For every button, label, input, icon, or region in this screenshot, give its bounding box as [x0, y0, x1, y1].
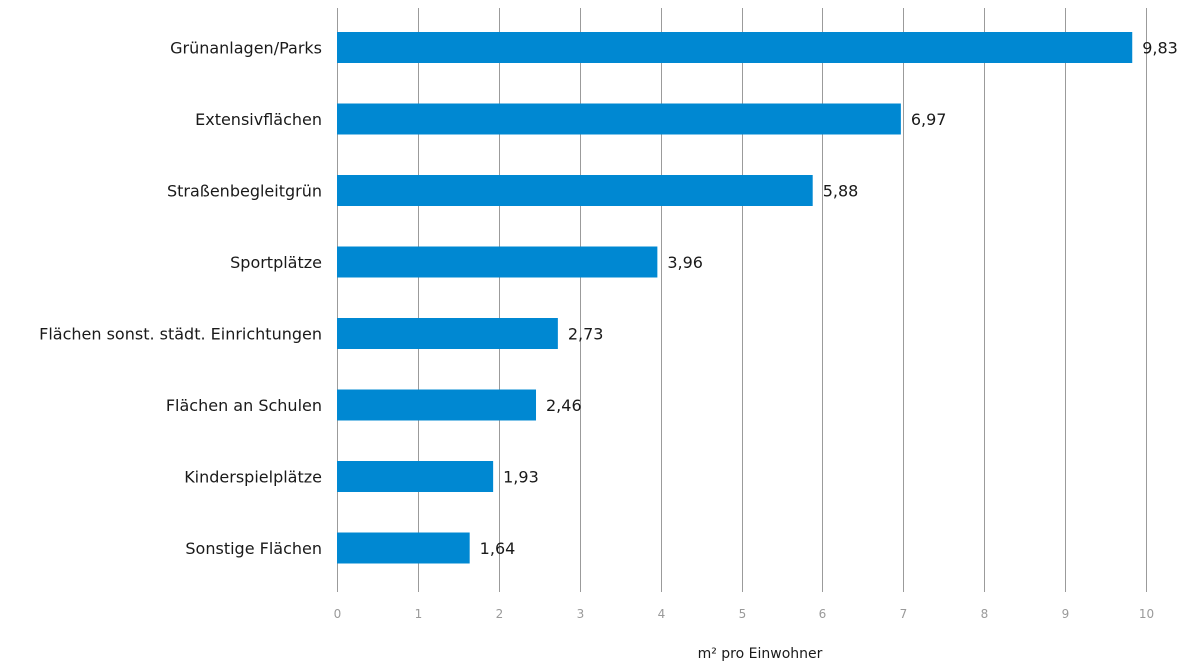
- value-label: 2,46: [546, 396, 582, 415]
- bar: [337, 103, 901, 135]
- x-tick-label: 1: [415, 607, 423, 621]
- category-label: Sonstige Flächen: [185, 539, 322, 558]
- value-label: 1,64: [480, 539, 516, 558]
- bar: [337, 32, 1133, 63]
- category-label: Straßenbegleitgrün: [167, 182, 322, 201]
- x-tick-label: 7: [900, 607, 908, 621]
- x-tick-label: 5: [739, 607, 747, 621]
- bar: [337, 175, 813, 206]
- bar: [337, 389, 537, 421]
- bar-layer: [337, 32, 1133, 564]
- category-label: Kinderspielplätze: [184, 468, 322, 487]
- category-label: Grünanlagen/Parks: [170, 39, 322, 58]
- x-tick-label: 3: [577, 607, 585, 621]
- category-label: Extensivflächen: [195, 110, 322, 129]
- x-tick-label: 8: [981, 607, 989, 621]
- value-label: 9,83: [1142, 39, 1178, 58]
- x-tick-label: 10: [1139, 607, 1154, 621]
- value-label: 2,73: [568, 325, 604, 344]
- x-tick-label: 6: [819, 607, 827, 621]
- x-tick-label: 0: [334, 607, 342, 621]
- x-tick-label: 9: [1062, 607, 1070, 621]
- category-label: Sportplätze: [230, 253, 322, 272]
- x-tick-label: 4: [658, 607, 666, 621]
- x-tick-label: 2: [496, 607, 504, 621]
- value-label: 5,88: [823, 182, 859, 201]
- bar: [337, 532, 470, 564]
- label-layer: Grünanlagen/Parks 9,83 Extensivflächen 6,97…: [39, 39, 1178, 559]
- bar: [337, 318, 558, 349]
- bar: [337, 461, 494, 492]
- tick-layer: 0 1 2 3 4 5 6 7 8 9 10: [334, 607, 1154, 621]
- x-axis-title: m² pro Einwohner: [698, 646, 823, 662]
- bar: [337, 246, 658, 278]
- value-label: 3,96: [667, 253, 703, 272]
- grid-layer: [337, 8, 1147, 592]
- value-label: 6,97: [911, 110, 947, 129]
- category-label: Flächen an Schulen: [166, 396, 322, 415]
- value-label: 1,93: [503, 468, 539, 487]
- category-label: Flächen sonst. städt. Einrichtungen: [39, 325, 322, 344]
